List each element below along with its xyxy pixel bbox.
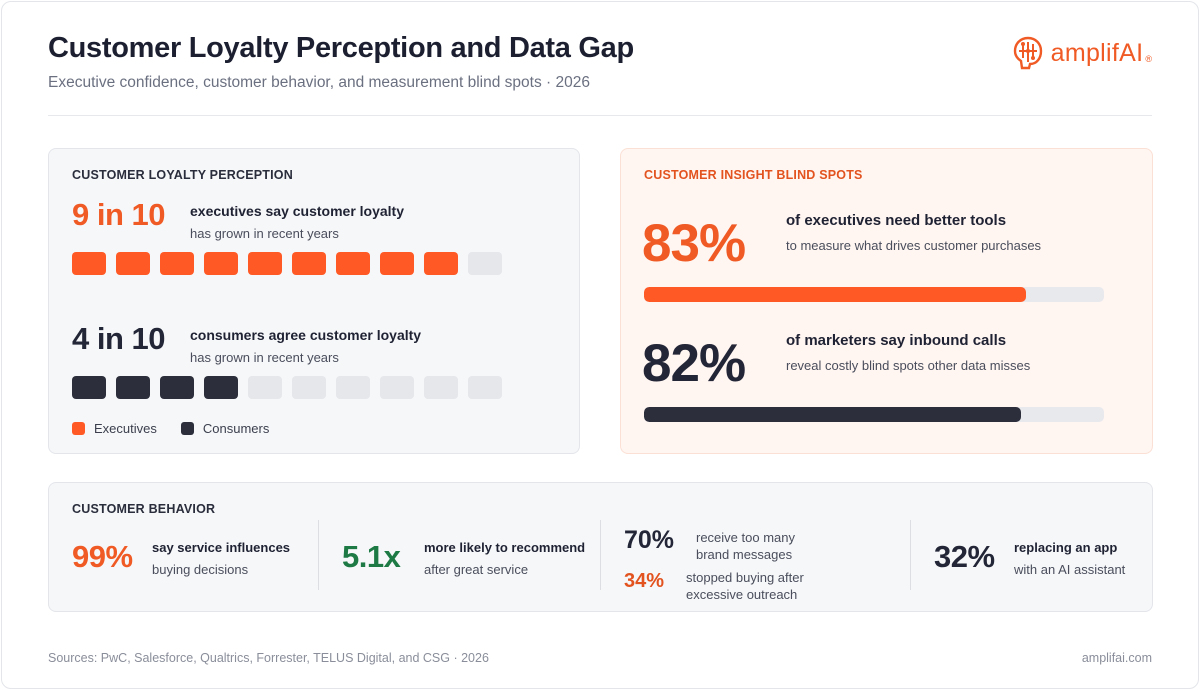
exec-square-filled <box>160 252 194 275</box>
too-many-messages-line2: brand messages <box>696 547 793 562</box>
consumer-square-filled <box>116 376 150 399</box>
legend-swatch-executives <box>72 422 85 435</box>
inbound-calls-bar-fill <box>644 407 1022 422</box>
consumer-square-filled <box>204 376 238 399</box>
too-many-messages-value: 70% <box>624 526 675 554</box>
exec-square-filled <box>292 252 326 275</box>
inbound-calls-value: 82% <box>642 334 746 393</box>
too-many-messages-line1: receive too many <box>696 530 795 545</box>
inbound-calls-bar-track <box>644 407 1104 422</box>
stopped-buying-line1: stopped buying after <box>686 570 804 585</box>
exec-square-filled <box>204 252 238 275</box>
behavior-divider-3 <box>910 520 911 590</box>
exec-ratio-squares <box>72 252 502 275</box>
consumer-square-empty <box>248 376 282 399</box>
brain-icon <box>1013 36 1042 70</box>
consumer-square-empty <box>336 376 370 399</box>
service-influence-subtext: buying decisions <box>152 562 249 577</box>
consumer-square-empty <box>468 376 502 399</box>
stopped-buying-line2: excessive outreach <box>686 587 798 602</box>
exec-loyalty-headline: executives say customer loyalty <box>190 203 405 219</box>
ai-assistant-headline: replacing an app <box>1014 540 1118 555</box>
exec-tools-subtext: to measure what drives customer purchase… <box>786 238 1042 253</box>
loyalty-section-label: CUSTOMER LOYALTY PERCEPTION <box>72 168 293 182</box>
loyalty-legend: Executives Consumers <box>72 421 293 436</box>
consumer-ratio-squares <box>72 376 502 399</box>
exec-loyalty-stat: 9 in 10 <box>72 197 166 232</box>
behavior-divider-2 <box>600 520 601 590</box>
inbound-calls-subtext: reveal costly blind spots other data mis… <box>786 358 1031 373</box>
logo-wordmark: amplifAI <box>1050 38 1144 67</box>
exec-square-filled <box>336 252 370 275</box>
service-influence-value: 99% <box>72 539 133 574</box>
page-subtitle: Executive confidence, customer behavior,… <box>48 74 590 91</box>
registered-mark: ® <box>1145 54 1152 64</box>
legend-label-executives: Executives <box>94 421 157 436</box>
behavior-section-label: CUSTOMER BEHAVIOR <box>72 502 216 516</box>
exec-square-filled <box>116 252 150 275</box>
ai-assistant-value: 32% <box>934 539 995 574</box>
consumer-loyalty-headline: consumers agree customer loyalty <box>190 327 422 343</box>
service-influence-headline: say service influences <box>152 540 291 555</box>
consumer-square-filled <box>72 376 106 399</box>
loyalty-perception-panel <box>48 148 580 454</box>
consumer-square-empty <box>380 376 414 399</box>
exec-loyalty-subtext: has grown in recent years <box>190 226 339 241</box>
exec-tools-value: 83% <box>642 214 746 273</box>
blind-spots-section-label: CUSTOMER INSIGHT BLIND SPOTS <box>644 168 863 182</box>
consumer-square-empty <box>424 376 458 399</box>
brand-logo: amplifAI ® <box>1013 36 1152 70</box>
legend-label-consumers: Consumers <box>202 421 270 436</box>
exec-square-filled <box>248 252 282 275</box>
consumer-loyalty-subtext: has grown in recent years <box>190 350 339 365</box>
exec-square-filled <box>380 252 414 275</box>
recommend-subtext: after great service <box>424 562 529 577</box>
exec-square-filled <box>72 252 106 275</box>
consumer-loyalty-stat: 4 in 10 <box>72 321 166 356</box>
ai-assistant-subtext: with an AI assistant <box>1014 562 1126 577</box>
page-title: Customer Loyalty Perception and Data Gap <box>48 32 634 64</box>
header-divider <box>48 115 1152 116</box>
consumer-square-filled <box>160 376 194 399</box>
exec-tools-bar-track <box>644 287 1104 302</box>
inbound-calls-headline: of marketers say inbound calls <box>786 332 1007 349</box>
recommend-value: 5.1x <box>342 539 401 574</box>
exec-tools-bar-fill <box>644 287 1026 302</box>
legend-swatch-consumers <box>180 422 194 435</box>
recommend-headline: more likely to recommend <box>424 540 586 555</box>
exec-tools-headline: of executives need better tools <box>786 212 1007 229</box>
exec-square-filled <box>424 252 458 275</box>
consumer-square-empty <box>292 376 326 399</box>
behavior-divider-1 <box>318 520 319 590</box>
stopped-buying-value: 34% <box>624 570 665 592</box>
legend-item-consumers: Consumers <box>180 421 270 436</box>
legend-item-executives: Executives <box>72 421 157 436</box>
footer-website: amplifai.com <box>1081 651 1152 665</box>
sources-note: Sources: PwC, Salesforce, Qualtrics, For… <box>48 651 489 665</box>
exec-square-empty <box>468 252 502 275</box>
